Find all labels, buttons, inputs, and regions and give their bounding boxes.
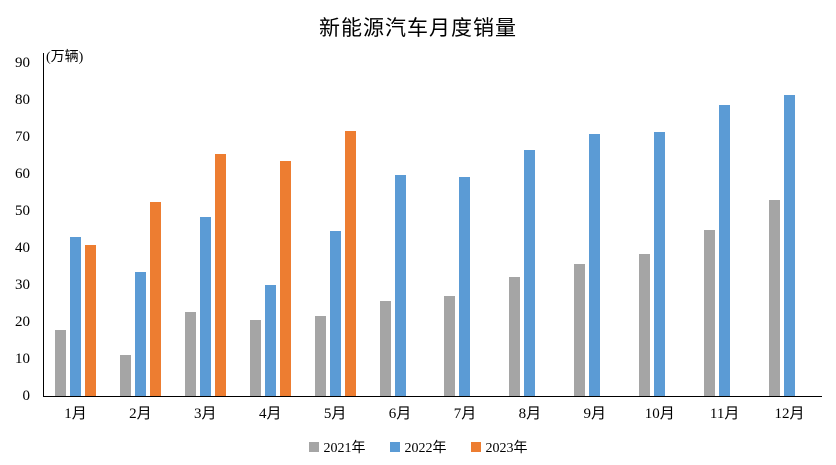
bar-2021年-5月 (314, 315, 326, 396)
legend-swatch-icon (470, 442, 481, 452)
y-tick-label: 0 (22, 388, 31, 404)
bar-2022年-8月 (524, 149, 536, 396)
bar-2022年-1月 (69, 236, 81, 396)
y-axis-unit-label: (万辆) (46, 50, 84, 65)
bar-2022年-5月 (329, 230, 341, 396)
legend-swatch-icon (389, 442, 400, 452)
x-tick-label: 4月 (258, 406, 282, 422)
x-tick-label: 7月 (453, 406, 477, 422)
x-tick-label: 10月 (644, 406, 675, 422)
legend: 2021年 2022年 2023年 (0, 437, 836, 457)
bar-2022年-7月 (459, 176, 471, 396)
y-tick-label: 90 (15, 55, 30, 71)
y-tick-label: 50 (15, 203, 30, 219)
bar-2021年-4月 (249, 319, 261, 396)
bar-2022年-4月 (264, 285, 276, 396)
bar-2022年-9月 (589, 134, 601, 396)
y-tick-label: 30 (15, 277, 30, 293)
x-tick-label: 12月 (774, 406, 805, 422)
bar-2021年-11月 (704, 229, 716, 396)
bar-2023年-5月 (344, 130, 356, 396)
bar-2021年-12月 (769, 199, 781, 396)
y-tick-label: 40 (15, 240, 30, 256)
bar-2023年-3月 (214, 154, 226, 396)
bar-2022年-11月 (719, 105, 731, 396)
legend-swatch-icon (308, 442, 319, 452)
legend-item-2022年: 2022年 (389, 437, 447, 457)
bar-2022年-10月 (654, 131, 666, 396)
bar-2021年-3月 (184, 312, 196, 396)
bar-2021年-7月 (444, 295, 456, 396)
bar-2022年-2月 (134, 272, 146, 396)
y-tick-label: 20 (15, 314, 30, 330)
x-tick-label: 1月 (64, 406, 87, 422)
y-tick-label: 70 (15, 129, 30, 145)
bar-2021年-6月 (379, 301, 391, 396)
legend-label: 2022年 (404, 441, 447, 456)
y-tick-label: 10 (15, 351, 30, 367)
bar-2021年-9月 (574, 263, 586, 396)
legend-item-2023年: 2023年 (470, 437, 528, 457)
x-tick-label: 9月 (583, 406, 607, 422)
x-tick-label: 8月 (518, 406, 542, 422)
bar-2022年-12月 (784, 94, 796, 396)
bar-2023年-1月 (84, 245, 96, 396)
y-tick-label: 80 (15, 92, 30, 108)
bar-2021年-10月 (639, 254, 651, 396)
chart-title: 新能源汽车月度销量 (319, 16, 517, 40)
legend-label: 2021年 (323, 441, 366, 456)
x-tick-label: 11月 (709, 406, 740, 422)
bar-2022年-6月 (394, 175, 406, 396)
legend-label: 2023年 (485, 441, 528, 456)
x-tick-label: 2月 (129, 406, 152, 422)
legend-item-2021年: 2021年 (308, 437, 366, 457)
bar-2021年-8月 (509, 277, 521, 396)
bar-2021年-1月 (54, 329, 66, 396)
bar-2023年-2月 (149, 201, 161, 396)
y-axis-line (43, 53, 44, 396)
x-tick-label: 5月 (323, 406, 347, 422)
bar-2023年-4月 (279, 160, 291, 396)
x-tick-label: 6月 (388, 406, 412, 422)
x-axis-line (43, 396, 822, 397)
bar-2021年-2月 (119, 355, 131, 396)
bar-2022年-3月 (199, 216, 211, 396)
y-tick-label: 60 (15, 166, 30, 182)
x-tick-label: 3月 (194, 406, 217, 422)
